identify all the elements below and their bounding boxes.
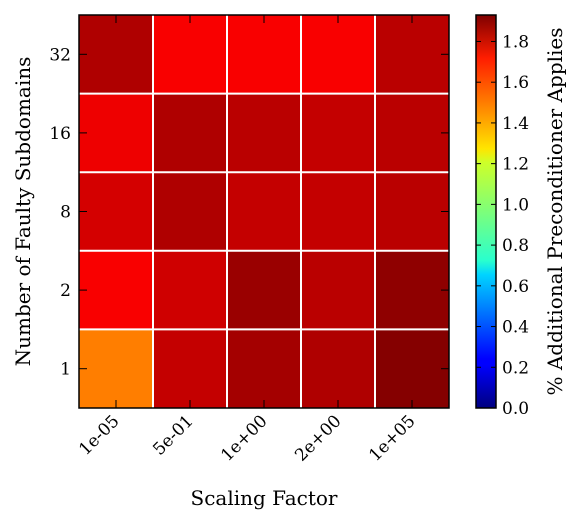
heatmap-cell xyxy=(79,15,153,94)
y-tick-label: 16 xyxy=(49,124,71,144)
heatmap-cell xyxy=(301,93,375,173)
heatmap-cell xyxy=(153,93,227,173)
heatmap-cell xyxy=(301,15,375,94)
heatmap-cell xyxy=(375,93,449,173)
y-tick-label: 8 xyxy=(60,203,71,223)
heatmap-cell xyxy=(79,93,153,173)
heatmap-cells xyxy=(79,15,449,408)
colorbar-tick-label: 0.0 xyxy=(502,399,529,419)
colorbar-tick-label: 1.8 xyxy=(502,32,529,52)
colorbar-tick-label: 0.8 xyxy=(502,236,529,256)
heatmap-cell xyxy=(301,329,375,408)
x-tick-label: 1e-05 xyxy=(75,411,123,459)
x-axis-label: Scaling Factor xyxy=(191,486,338,510)
heatmap-cell xyxy=(227,329,301,408)
heatmap-cell xyxy=(227,250,301,330)
heatmap-cell xyxy=(153,15,227,94)
heatmap-cell xyxy=(227,93,301,173)
x-tick-label: 1e+05 xyxy=(365,411,419,465)
heatmap-cell xyxy=(153,329,227,408)
heatmap-cell xyxy=(153,250,227,330)
heatmap-cell xyxy=(227,172,301,251)
colorbar-tick-label: 1.6 xyxy=(502,73,529,93)
heatmap-cell xyxy=(301,250,375,330)
colorbar-label: % Additional Preconditioner Applies xyxy=(543,27,567,395)
x-tick-label: 5e-01 xyxy=(149,411,197,459)
x-tick-label: 1e+00 xyxy=(217,411,271,465)
heatmap-cell xyxy=(375,15,449,94)
y-tick-label: 32 xyxy=(49,45,71,65)
colorbar-tick-label: 1.2 xyxy=(502,155,529,175)
heatmap-cell xyxy=(375,250,449,330)
heatmap-cell xyxy=(301,172,375,251)
colorbar-tick-label: 0.6 xyxy=(502,277,529,297)
heatmap-cell xyxy=(227,15,301,94)
y-tick-label: 2 xyxy=(60,281,71,301)
heatmap-cell xyxy=(79,329,153,408)
colorbar-tick-label: 0.4 xyxy=(502,318,529,338)
heatmap-cell xyxy=(79,172,153,251)
x-tick-label: 2e+00 xyxy=(291,411,345,465)
colorbar-tick-label: 1.4 xyxy=(502,114,529,134)
y-axis-ticks: 32 16 8 2 1 xyxy=(49,45,449,380)
heatmap-grid xyxy=(79,15,449,408)
heatmap-cell xyxy=(375,329,449,408)
colorbar-tick-label: 0.2 xyxy=(502,358,529,378)
heatmap-cell xyxy=(375,172,449,251)
y-tick-label: 1 xyxy=(60,360,71,380)
y-axis-label: Number of Faulty Subdomains xyxy=(11,57,35,367)
colorbar-ticks: 0.0 0.2 0.4 0.6 0.8 1.0 1.2 1.4 1.6 1.8 xyxy=(476,32,529,419)
heatmap-cell xyxy=(79,250,153,330)
colorbar-tick-label: 1.0 xyxy=(502,195,529,215)
colorbar xyxy=(475,14,497,409)
heatmap-cell xyxy=(153,172,227,251)
